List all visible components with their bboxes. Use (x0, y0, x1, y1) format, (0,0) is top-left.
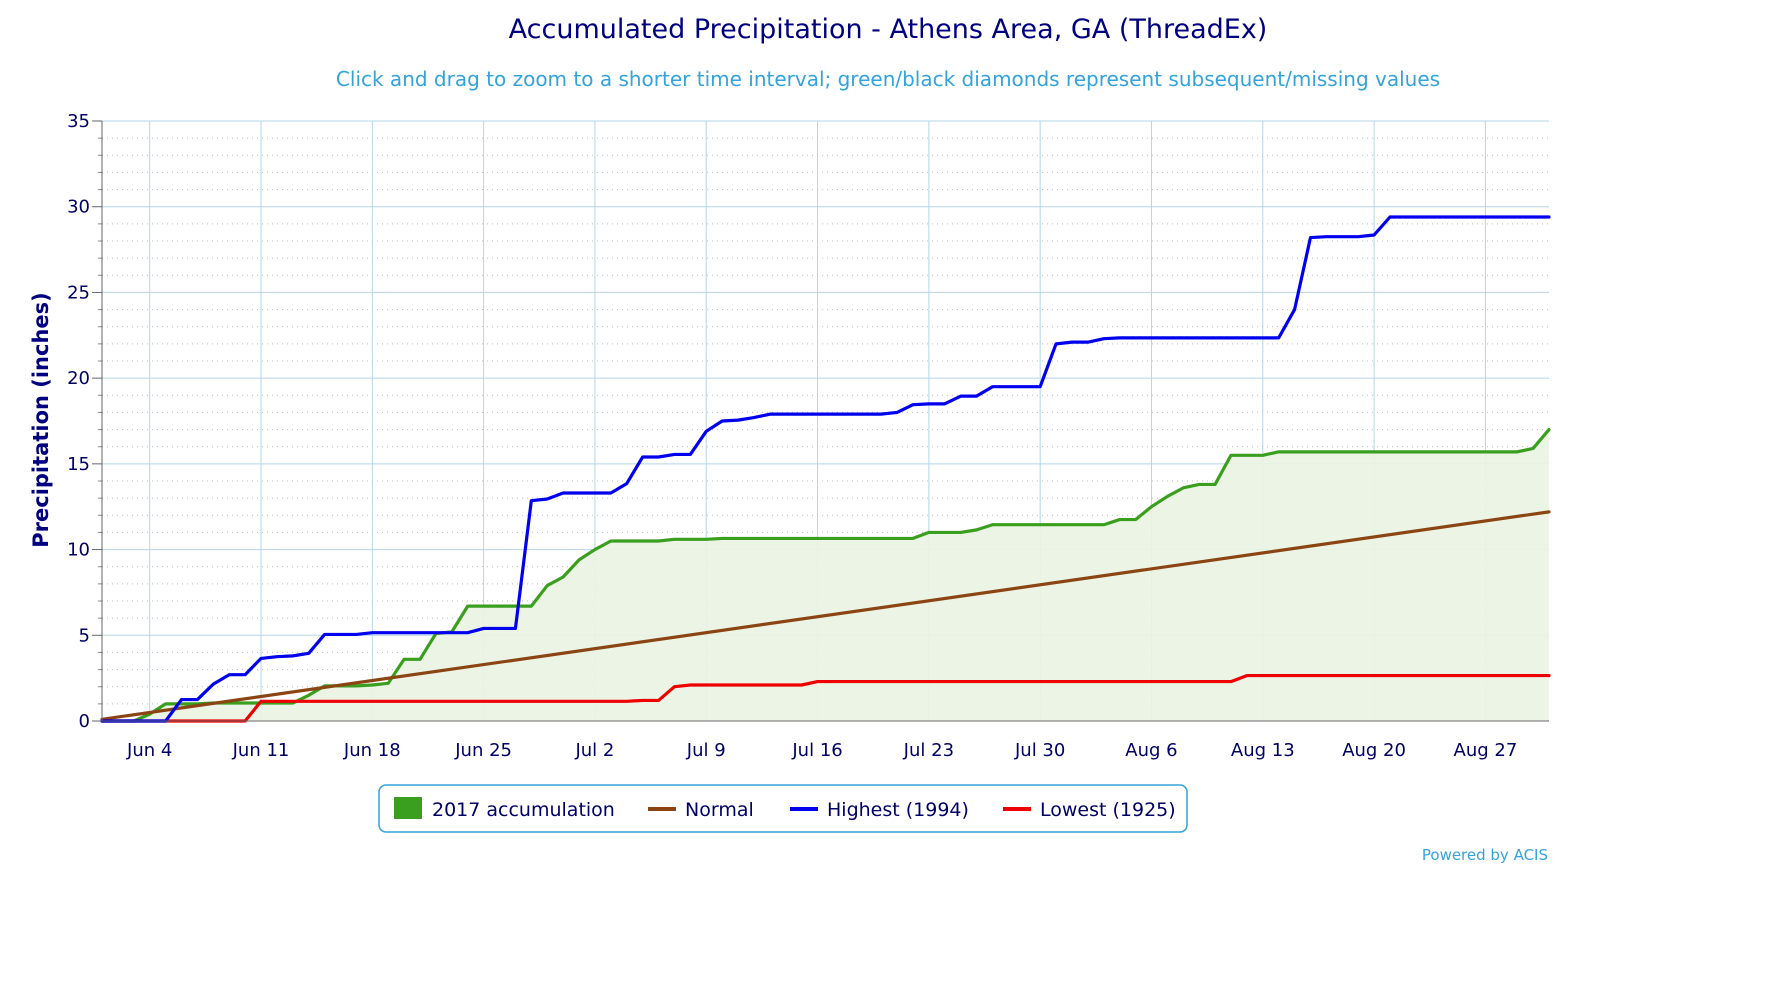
y-axis-label: Precipitation (inches) (29, 292, 53, 548)
legend-item-normal[interactable]: Normal (648, 799, 754, 821)
x-tick-label: Jul 9 (686, 740, 726, 761)
x-tick-label: Jun 11 (232, 740, 290, 761)
x-tick-label: Jul 2 (574, 740, 614, 761)
x-tick-label: Aug 27 (1454, 740, 1518, 761)
x-tick-label: Jun 25 (454, 740, 512, 761)
legend-label-normal: Normal (685, 799, 754, 821)
legend-swatch-accumulation (394, 797, 422, 819)
y-tick-label: 25 (67, 282, 90, 303)
y-axis: 0 5 10 15 20 25 30 35 (67, 111, 103, 732)
plot-series (100, 215, 1551, 723)
series-highest-1994-line (100, 215, 1551, 723)
chart-subtitle: Click and drag to zoom to a shorter time… (336, 67, 1440, 91)
y-tick-label: 30 (67, 197, 90, 218)
legend-item-accumulation[interactable]: 2017 accumulation (394, 797, 615, 821)
credits-link[interactable]: Powered by ACIS (1422, 846, 1548, 864)
series-2017-accumulation-area (102, 429, 1549, 721)
y-tick-label: 20 (67, 368, 90, 389)
legend-label-lowest: Lowest (1925) (1040, 799, 1176, 821)
legend: 2017 accumulation Normal Highest (1994) … (378, 784, 1188, 833)
y-tick-label: 0 (79, 711, 90, 732)
series-2017-accumulation-line (100, 427, 1551, 723)
legend-item-lowest[interactable]: Lowest (1925) (1003, 799, 1176, 821)
legend-label-accumulation: 2017 accumulation (432, 799, 615, 821)
x-tick-label: Aug 6 (1125, 740, 1177, 761)
x-tick-label: Jul 30 (1014, 740, 1065, 761)
series-lowest-1925-line (100, 673, 1551, 723)
legend-item-highest[interactable]: Highest (1994) (790, 799, 969, 821)
x-tick-label: Aug 20 (1342, 740, 1406, 761)
chart-title: Accumulated Precipitation - Athens Area,… (509, 14, 1268, 45)
y-tick-label: 15 (67, 454, 90, 475)
y-tick-label: 10 (67, 540, 90, 561)
x-tick-label: Aug 13 (1231, 740, 1295, 761)
legend-label-highest: Highest (1994) (827, 799, 969, 821)
x-tick-label: Jul 16 (791, 740, 842, 761)
x-tick-label: Jun 4 (126, 740, 172, 761)
x-axis: Jun 4 Jun 11 Jun 18 Jun 25 Jul 2 Jul 9 Jul 16 J… (102, 720, 1549, 761)
legend-box (378, 784, 1188, 833)
x-tick-label: Jun 18 (343, 740, 401, 761)
series-normal-line (100, 510, 1551, 721)
y-tick-label: 5 (79, 625, 90, 646)
x-tick-label: Jul 23 (903, 740, 954, 761)
y-tick-label: 35 (67, 111, 90, 132)
